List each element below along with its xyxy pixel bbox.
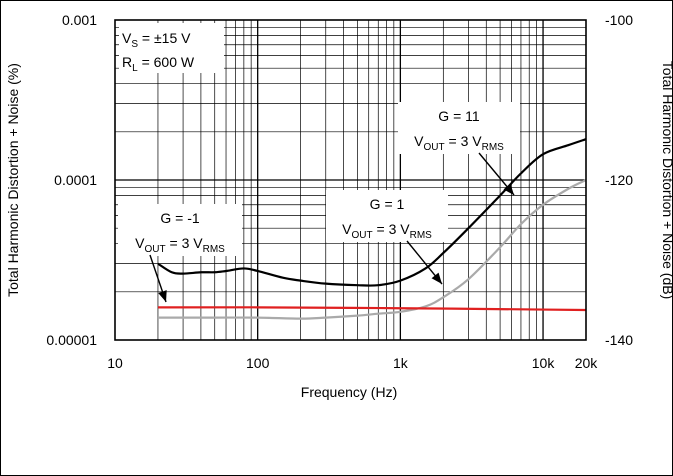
annotation-g11-vout: VOUT = 3 VRMS	[414, 133, 504, 153]
conditions-box	[119, 23, 224, 73]
grid	[115, 20, 587, 340]
annotation-g1-vout: VOUT = 3 VRMS	[342, 221, 432, 241]
series-layer	[157, 138, 587, 320]
condition-load: RL = 600 W	[122, 54, 195, 74]
y-tick-label: 0.0001	[54, 172, 97, 188]
x-tick-label: 20k	[575, 355, 599, 371]
annotation-g1-arrow-head	[431, 272, 442, 284]
annotations: VS = ±15 V RL = 600 W G = 11 VOUT = 3 VRMS G…	[118, 23, 520, 303]
x-tick-label: 10	[107, 355, 123, 371]
x-tick-label: 100	[246, 355, 270, 371]
condition-supply: VS = ±15 V	[122, 30, 191, 50]
y-tick-label: 0.001	[62, 12, 97, 28]
series-g1-curve	[157, 179, 587, 320]
y-axis-right-label: Total Harmonic Distortion + Noise (dB)	[660, 61, 673, 299]
annotation-g1-title: G = 1	[370, 196, 405, 212]
series-gm1-curve	[157, 306, 587, 312]
annotation-g11-title: G = 11	[438, 108, 480, 124]
x-axis-label: Frequency (Hz)	[301, 384, 397, 400]
plot-border	[114, 19, 587, 341]
annotation-g1-box	[326, 190, 448, 242]
annotation-gm1-vout: VOUT = 3 VRMS	[135, 235, 225, 255]
tick-labels: 10 100 1k 10k 20k 0.00001 0.0001 0.001 -100 -120 -…	[46, 12, 633, 371]
annotation-gm1-arrow-head	[158, 290, 167, 302]
annotation-gm1-box	[118, 204, 242, 256]
y-tick-label: 0.00001	[46, 332, 97, 348]
series-g11-curve	[157, 138, 587, 287]
y-right-tick-label: -140	[605, 332, 633, 348]
y-right-tick-label: -120	[605, 172, 633, 188]
plot-area-border	[114, 19, 587, 341]
annotation-g11-arrow-head	[503, 183, 514, 195]
annotation-g11-box	[398, 102, 520, 154]
y-right-tick-label: -100	[605, 12, 633, 28]
x-tick-label: 1k	[393, 355, 409, 371]
x-tick-label: 10k	[532, 355, 556, 371]
annotation-gm1-title: G = -1	[160, 210, 200, 226]
y-axis-label: Total Harmonic Distortion + Noise (%)	[5, 63, 21, 297]
